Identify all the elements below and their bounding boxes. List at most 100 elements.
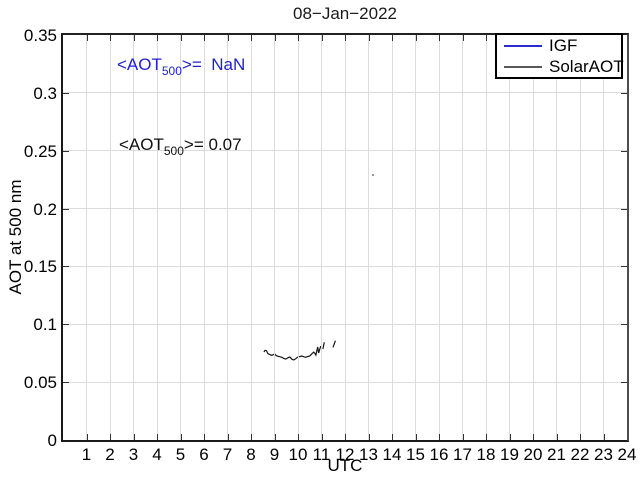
- x-tick-bottom: [180, 434, 182, 440]
- data-curves: [263, 340, 336, 361]
- y-tick-label: 0.1: [33, 315, 57, 335]
- igf-line-swatch-icon: [504, 44, 542, 47]
- x-tick-bottom: [439, 434, 440, 440]
- x-tick-bottom: [157, 434, 158, 440]
- x-tick-label: 19: [500, 445, 519, 464]
- x-tick-label: 16: [429, 445, 449, 464]
- x-tick-label: 20: [523, 445, 543, 464]
- x-tick-bottom: [298, 434, 299, 440]
- x-tick-label: 14: [382, 445, 402, 464]
- x-tick-top: [345, 35, 346, 41]
- x-tick-label: 1: [81, 445, 92, 464]
- igf-mean-annotation: <AOT500>= NaN: [117, 55, 245, 78]
- x-tick-label: 5: [175, 445, 186, 464]
- x-tick-label: 4: [152, 445, 162, 464]
- y-tick-label: 0.3: [33, 83, 57, 103]
- legend-label: IGF: [549, 36, 578, 55]
- x-tick-bottom: [345, 434, 346, 440]
- gridline-vertical: [250, 35, 252, 440]
- y-tick-left: [63, 150, 69, 152]
- y-tick-label: 0: [47, 431, 57, 450]
- series-solaraot-line: [263, 345, 322, 361]
- x-tick-bottom: [133, 434, 135, 440]
- x-tick-label: 24: [617, 445, 637, 464]
- y-tick-right: [621, 266, 627, 268]
- x-tick-bottom: [321, 434, 323, 440]
- x-tick-bottom: [533, 434, 534, 440]
- legend-item-igf: IGF: [497, 35, 621, 56]
- gridline-horizontal: [63, 381, 627, 383]
- x-tick-label: 23: [594, 445, 613, 464]
- y-tick-right: [621, 382, 627, 384]
- gridline-vertical: [415, 35, 416, 440]
- x-tick-label: 21: [547, 445, 566, 464]
- plot-area: [61, 33, 629, 442]
- gridline-vertical: [556, 35, 557, 440]
- annotation-value: >= 0.07: [183, 135, 242, 154]
- annotation-subscript: 500: [161, 64, 182, 78]
- gridline-vertical: [156, 35, 158, 440]
- x-tick-label: 11: [312, 445, 331, 464]
- x-tick-top: [227, 35, 229, 41]
- series-solaraot-line: [322, 342, 325, 350]
- x-tick-label: 2: [105, 445, 115, 464]
- y-tick-left: [63, 382, 69, 384]
- x-tick-bottom: [415, 434, 417, 440]
- x-tick-bottom: [392, 434, 393, 440]
- x-tick-top: [180, 35, 182, 41]
- y-tick-left: [63, 266, 69, 268]
- gridline-vertical: [438, 35, 440, 440]
- x-tick-top: [415, 35, 417, 41]
- stray-mark: [372, 173, 375, 176]
- x-tick-label: 18: [476, 445, 496, 464]
- y-tick-left: [63, 324, 69, 326]
- x-tick-top: [204, 35, 205, 41]
- gridline-vertical: [133, 35, 134, 440]
- y-tick-label: 0.05: [23, 373, 57, 393]
- annotation-text: <AOT: [119, 135, 164, 154]
- gridline-vertical: [86, 35, 87, 440]
- chart-title: 08−Jan−2022: [293, 4, 397, 23]
- gridline-vertical: [203, 35, 205, 440]
- x-tick-bottom: [368, 434, 370, 440]
- gridline-vertical: [391, 35, 393, 440]
- x-tick-label: 8: [246, 445, 256, 464]
- y-tick-left: [63, 92, 69, 94]
- y-tick-label: 0.25: [23, 141, 57, 161]
- series-solaraot-line: [332, 340, 336, 348]
- x-tick-top: [321, 35, 323, 41]
- x-tick-label: 9: [269, 445, 280, 464]
- gridline-vertical: [462, 35, 463, 440]
- gridline-vertical: [344, 35, 346, 440]
- gridline-horizontal: [63, 323, 627, 325]
- x-tick-label: 3: [128, 445, 139, 464]
- x-tick-top: [462, 35, 464, 41]
- x-tick-bottom: [110, 434, 111, 440]
- x-tick-label: 13: [359, 445, 378, 464]
- gridline-horizontal: [63, 265, 627, 267]
- x-tick-top: [86, 35, 88, 41]
- y-tick-label: 0.35: [23, 26, 57, 45]
- gridline-vertical: [532, 35, 534, 440]
- x-tick-top: [157, 35, 158, 41]
- solaraot-line-swatch-icon: [504, 65, 542, 68]
- gridline-vertical: [603, 35, 604, 440]
- x-tick-top: [110, 35, 111, 41]
- x-tick-bottom: [227, 434, 229, 440]
- gridline-vertical: [109, 35, 111, 440]
- x-tick-bottom: [509, 434, 511, 440]
- gridline-vertical: [227, 35, 228, 440]
- gridline-vertical: [297, 35, 299, 440]
- y-tick-right: [621, 150, 627, 152]
- x-tick-top: [368, 35, 370, 41]
- x-tick-bottom: [556, 434, 558, 440]
- x-tick-label: 17: [453, 445, 472, 464]
- x-tick-label: 22: [570, 445, 590, 464]
- y-tick-right: [621, 208, 627, 210]
- gridline-vertical: [180, 35, 181, 440]
- x-tick-bottom: [603, 434, 605, 440]
- gridline-horizontal: [63, 208, 627, 210]
- x-tick-top: [298, 35, 299, 41]
- gridline-vertical: [321, 35, 322, 440]
